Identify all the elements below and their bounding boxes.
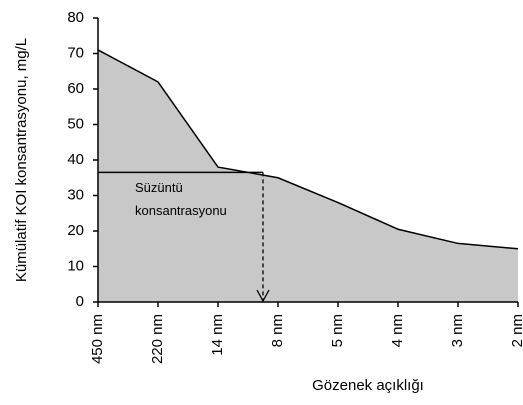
x-tick-label: 8 nm	[269, 314, 286, 347]
y-tick-label: 40	[67, 151, 84, 168]
y-tick-label: 0	[76, 293, 84, 310]
y-tick-label: 20	[67, 222, 84, 239]
y-tick-label: 70	[67, 44, 84, 61]
y-tick-label: 10	[67, 257, 84, 274]
x-tick-label: 5 nm	[329, 314, 346, 347]
x-tick-label: 220 nm	[149, 314, 166, 364]
annotation-text: konsantrasyonu	[135, 203, 227, 218]
y-tick-label: 30	[67, 186, 84, 203]
y-tick-label: 60	[67, 80, 84, 97]
y-axis-label: Kümülatif KOI konsantrasyonu, mg/L	[13, 38, 30, 282]
x-tick-label: 450 nm	[89, 314, 106, 364]
x-tick-label: 3 nm	[449, 314, 466, 347]
line	[97, 49, 519, 250]
x-tick-label: 14 nm	[209, 314, 226, 356]
y-tick-label: 50	[67, 115, 84, 132]
x-tick-label: 2 nm	[509, 314, 523, 347]
arrow-head	[256, 289, 270, 303]
y-tick-label: 80	[67, 9, 84, 26]
x-axis-label: Gözenek açıklığı	[312, 377, 424, 394]
x-tick-label: 4 nm	[389, 314, 406, 347]
area	[98, 49, 518, 303]
annotation-text: Süzüntü	[135, 180, 183, 195]
